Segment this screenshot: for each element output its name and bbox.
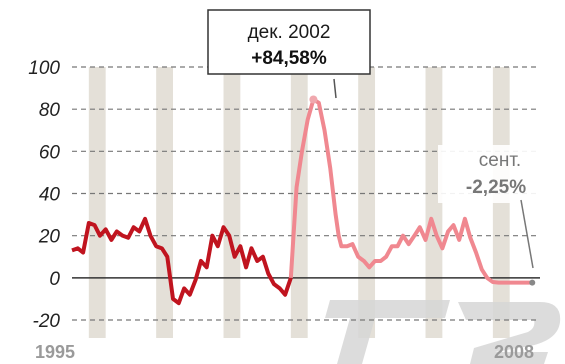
y-tick-label: 0 — [49, 269, 60, 290]
y-tick-label: -20 — [33, 311, 61, 332]
year-band — [156, 67, 174, 338]
y-tick-label: 80 — [39, 100, 61, 121]
last-point — [529, 279, 536, 286]
last-date-label: сент. — [479, 150, 521, 171]
year-band — [88, 67, 106, 338]
watermark-logo — [325, 300, 561, 364]
x-tick-label: 1995 — [35, 342, 75, 362]
last-value-label: -2,25% — [466, 177, 526, 198]
year-band — [358, 67, 376, 338]
y-tick-label: 40 — [39, 185, 61, 206]
peak-point — [309, 95, 318, 104]
year-band — [425, 67, 443, 338]
year-band — [223, 67, 241, 338]
series-line — [71, 95, 536, 306]
series-line-early — [71, 216, 293, 306]
x-axis-labels: 1995 2008 — [35, 342, 534, 362]
last-value-annotation: сент. -2,25% — [438, 145, 556, 269]
year-band — [290, 67, 308, 338]
series-line-late — [288, 97, 533, 285]
y-tick-label: 20 — [38, 227, 61, 248]
y-tick-label: 100 — [28, 58, 60, 79]
peak-annotation: дек. 2002 +84,58% — [207, 9, 371, 99]
peak-value-label: +84,58% — [251, 48, 327, 69]
peak-date-label: дек. 2002 — [248, 22, 331, 43]
x-tick-label: 2008 — [494, 342, 534, 362]
y-axis-ticks: 100 80 60 40 20 0 -20 — [28, 58, 60, 332]
y-tick-label: 60 — [39, 142, 61, 163]
